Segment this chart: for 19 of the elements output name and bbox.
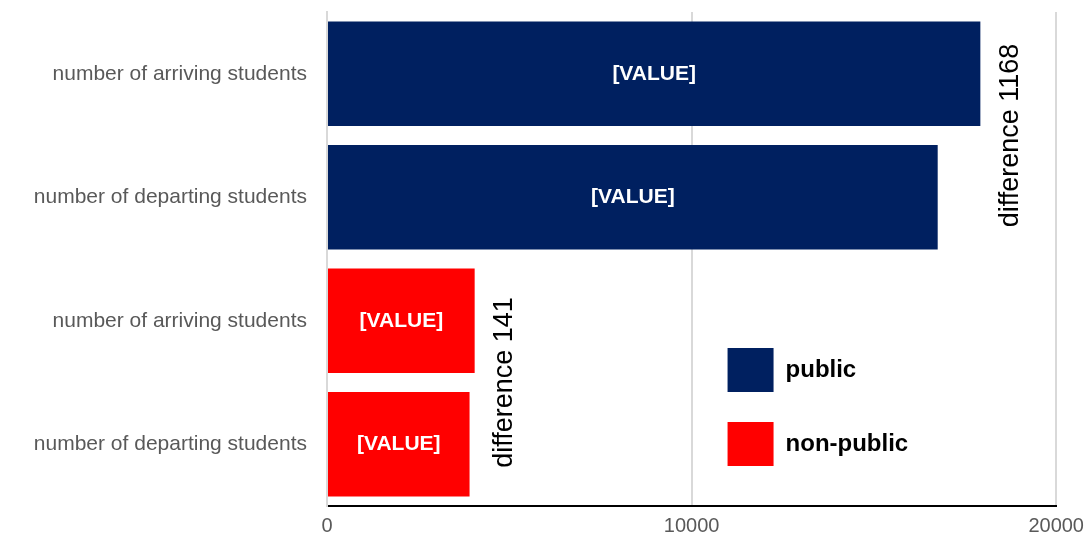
data-label: [VALUE] xyxy=(359,307,444,331)
x-tick-label: 10000 xyxy=(663,513,720,536)
y-tick-label: number of arriving students xyxy=(52,60,307,84)
y-tick-label: number of departing students xyxy=(33,431,307,455)
x-tick-label: 0 xyxy=(321,513,333,536)
legend-label: public xyxy=(785,354,857,382)
bar xyxy=(328,145,938,250)
bar xyxy=(328,268,475,373)
y-tick-label: number of arriving students xyxy=(52,307,307,331)
annotation: difference 1168 xyxy=(993,43,1024,228)
bar xyxy=(328,21,981,126)
data-label: [VALUE] xyxy=(356,431,441,455)
data-label: [VALUE] xyxy=(591,184,675,208)
y-tick-label: number of departing students xyxy=(33,184,307,208)
annotation: difference 141 xyxy=(488,297,519,468)
data-label: [VALUE] xyxy=(612,60,696,84)
x-tick-label: 20000 xyxy=(1028,513,1084,536)
legend-label: non-public xyxy=(785,428,909,456)
bar xyxy=(328,392,470,497)
